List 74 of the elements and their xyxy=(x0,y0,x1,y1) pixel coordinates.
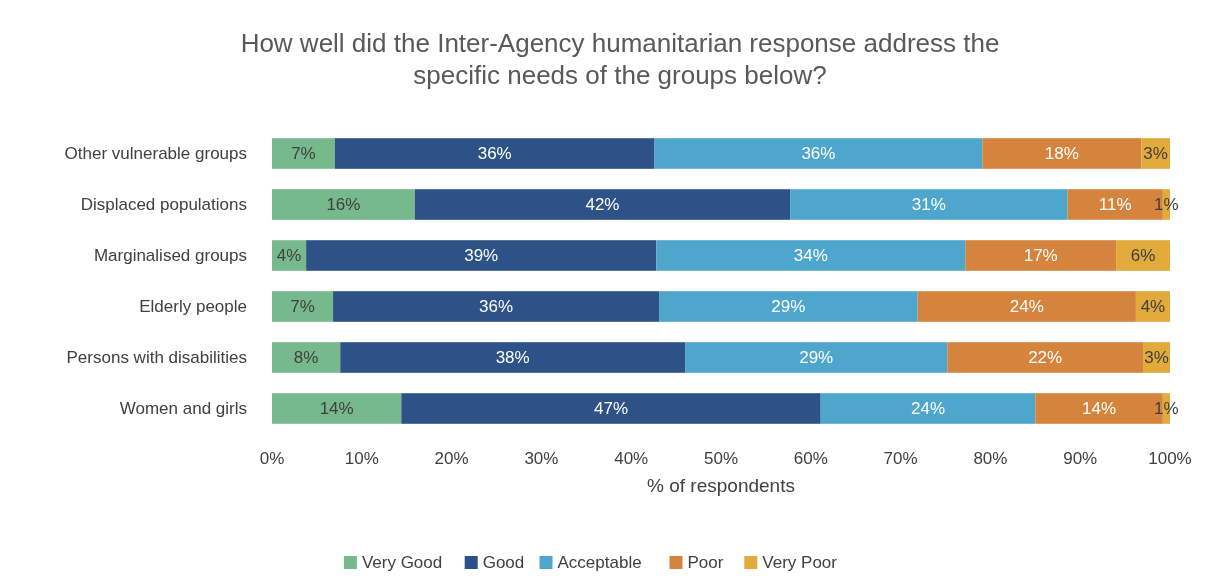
chart-title: How well did the Inter-Agency humanitarian response address the specific needs of the groups below? xyxy=(240,28,1000,90)
data-label: 42% xyxy=(585,195,620,215)
y-tick-label: Elderly people xyxy=(139,297,247,317)
bar xyxy=(272,342,341,373)
bar xyxy=(654,138,983,169)
bar xyxy=(334,138,655,169)
y-tick-label: Displaced populations xyxy=(80,195,247,215)
data-label: 36% xyxy=(479,297,514,317)
x-axis-title: % of respondents xyxy=(647,475,795,496)
legend-label: Acceptable xyxy=(557,553,642,572)
bar xyxy=(306,240,657,271)
bar xyxy=(1116,240,1170,271)
legend-label: Very Poor xyxy=(762,553,838,572)
data-label: 8% xyxy=(293,348,319,368)
data-label: 16% xyxy=(326,195,361,215)
data-label: 7% xyxy=(291,144,316,164)
data-label: 31% xyxy=(911,195,946,215)
data-label: 3% xyxy=(1144,348,1169,368)
legend-label: Good xyxy=(482,553,525,572)
x-tick-label: 30% xyxy=(524,449,559,468)
x-tick-label: 60% xyxy=(793,449,828,468)
bar xyxy=(947,342,1144,373)
bar xyxy=(685,342,948,373)
data-label: 34% xyxy=(793,246,828,266)
data-label: 17% xyxy=(1023,246,1058,266)
bar xyxy=(272,138,335,169)
bar xyxy=(656,240,966,271)
legend-label: Very Good xyxy=(361,553,443,572)
data-label: 18% xyxy=(1044,144,1079,164)
data-label: 47% xyxy=(593,399,629,419)
y-tick-label: Marginalised groups xyxy=(93,246,247,266)
bar xyxy=(340,342,686,373)
x-tick-label: 0% xyxy=(259,449,285,468)
data-label: 39% xyxy=(464,246,499,266)
data-label: 24% xyxy=(910,399,945,419)
bar xyxy=(659,291,918,322)
data-label: 6% xyxy=(1130,246,1156,266)
x-tick-label: 70% xyxy=(883,449,918,468)
bar xyxy=(820,393,1036,424)
bar xyxy=(965,240,1117,271)
bar xyxy=(982,138,1142,169)
bar xyxy=(790,189,1068,220)
x-tick-label: 80% xyxy=(973,449,1008,468)
x-tick-label: 10% xyxy=(344,449,379,468)
data-label: 14% xyxy=(319,399,354,419)
data-label: 29% xyxy=(799,348,834,368)
x-tick-label: 50% xyxy=(703,449,739,468)
x-tick-label: 90% xyxy=(1063,449,1098,468)
x-tick-label: 20% xyxy=(434,449,469,468)
data-label: 36% xyxy=(477,144,512,164)
bar xyxy=(272,393,402,424)
y-tick-label: Women and girls xyxy=(119,399,247,419)
bar xyxy=(272,189,415,220)
data-label: 7% xyxy=(290,297,315,317)
data-label: 11% xyxy=(1098,195,1132,215)
data-label: 24% xyxy=(1009,297,1044,317)
bar xyxy=(401,393,821,424)
data-label: 4% xyxy=(276,246,302,266)
data-label: 22% xyxy=(1028,348,1063,368)
bar xyxy=(333,291,660,322)
data-label: 38% xyxy=(495,348,530,368)
data-label: 29% xyxy=(771,297,806,317)
bar xyxy=(917,291,1136,322)
data-label: 4% xyxy=(1140,297,1166,317)
legend-label: Poor xyxy=(687,553,724,572)
y-tick-label: Persons with disabilities xyxy=(66,348,247,368)
x-tick-label: 40% xyxy=(614,449,649,468)
x-tick-label: 100% xyxy=(1148,449,1192,468)
data-label: 3% xyxy=(1143,144,1168,164)
data-label: 14% xyxy=(1082,399,1117,419)
data-label: 36% xyxy=(801,144,836,164)
y-tick-label: Other vulnerable groups xyxy=(64,144,247,164)
bar xyxy=(414,189,791,220)
bar xyxy=(272,291,334,322)
